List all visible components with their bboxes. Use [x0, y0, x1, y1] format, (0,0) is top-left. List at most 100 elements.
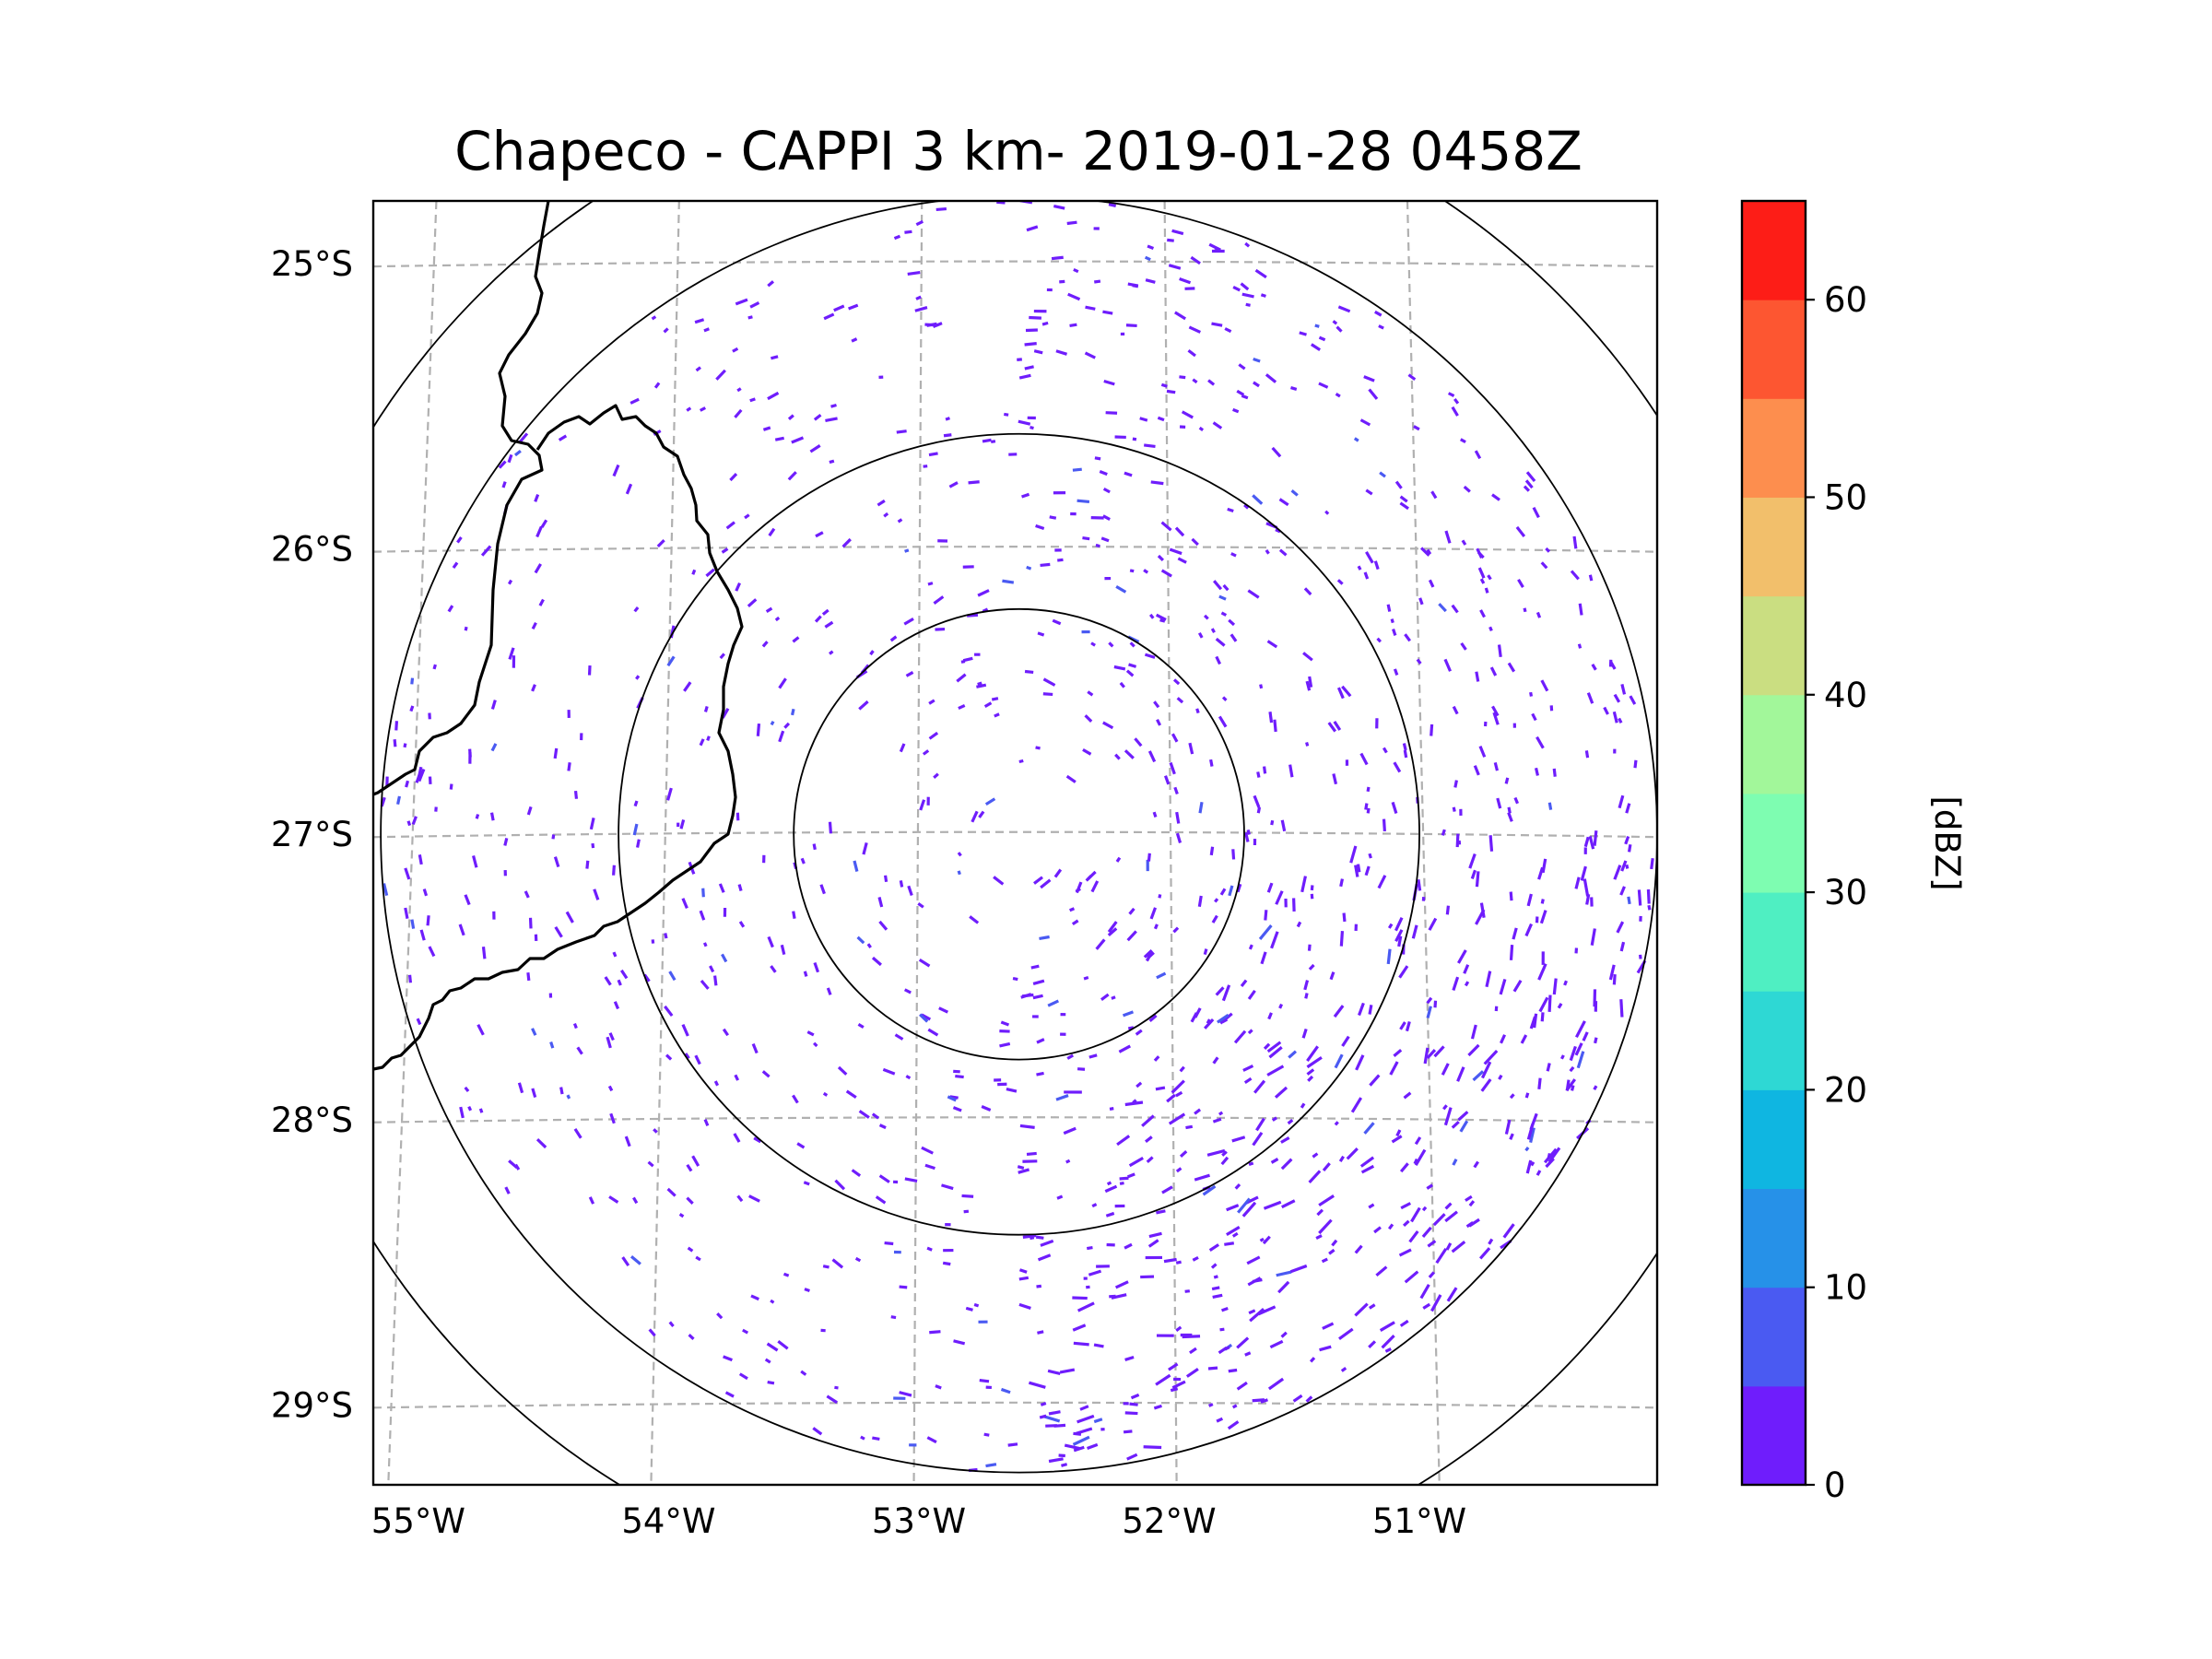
echo-cell: [1500, 1034, 1507, 1044]
echo-cell: [1428, 1271, 1436, 1279]
echo-cell: [385, 776, 389, 787]
echo-cell: [1102, 514, 1111, 521]
echo-cell: [1069, 907, 1076, 912]
echo-cell: [729, 473, 738, 482]
echo-cell: [694, 318, 705, 324]
echo-cell: [1535, 1170, 1542, 1176]
echo-cell: [1018, 1276, 1030, 1281]
echo-cell: [1421, 896, 1426, 901]
echo-cell: [812, 1041, 818, 1048]
echo-cell: [737, 884, 743, 892]
echo-cell: [633, 800, 639, 807]
echo-cell: [1507, 662, 1516, 673]
echo-cell: [1150, 480, 1164, 486]
echo-cell: [919, 799, 926, 811]
echo-cell: [686, 406, 692, 412]
echo-cell: [1493, 761, 1500, 771]
echo-cell: [787, 471, 797, 481]
echo-cell: [1066, 220, 1077, 226]
echo-cell: [724, 1391, 735, 1398]
echo-cell: [1147, 1239, 1159, 1248]
echo-cell: [540, 519, 548, 528]
echo-cell: [1218, 594, 1227, 601]
echo-cell: [1058, 1453, 1065, 1458]
echo-cell: [701, 888, 705, 898]
echo-cell: [1497, 644, 1502, 657]
echo-cell: [821, 608, 830, 616]
echo-cell: [1280, 1331, 1288, 1338]
echo-cell: [531, 1088, 537, 1099]
echo-cell: [447, 605, 454, 613]
echo-cell: [1088, 1269, 1102, 1277]
echo-cell: [1210, 1263, 1218, 1269]
echo-cell: [1088, 1053, 1098, 1059]
echo-cell: [1266, 882, 1274, 893]
echo-cell: [1524, 923, 1533, 937]
echo-cell: [1175, 1090, 1183, 1098]
echo-cell: [783, 722, 791, 729]
echo-cell: [1148, 613, 1155, 619]
echo-cell: [1040, 1239, 1054, 1247]
echo-cell: [1569, 1045, 1577, 1062]
echo-cell: [713, 1080, 720, 1087]
echo-cell: [982, 438, 992, 443]
echo-cell: [915, 295, 922, 300]
lat-tick-label: 25°S: [271, 244, 353, 284]
echo-cell: [1252, 494, 1264, 505]
echo-cell: [1306, 1045, 1319, 1062]
echo-cell: [1444, 1202, 1453, 1210]
echo-cell: [1094, 279, 1101, 284]
echo-cell: [778, 677, 787, 689]
echo-cell: [396, 795, 401, 805]
echo-cell: [1077, 1414, 1095, 1424]
echo-cell: [1160, 382, 1168, 388]
echo-cell: [1153, 1055, 1160, 1062]
echo-cell: [738, 1372, 748, 1381]
echo-cell: [1365, 551, 1374, 564]
echo-cell: [1244, 1351, 1252, 1357]
echo-cell: [1169, 761, 1176, 775]
echo-cell: [813, 413, 822, 421]
echo-cell: [464, 626, 468, 631]
echo-cell: [748, 1194, 760, 1203]
echo-cell: [1167, 238, 1174, 242]
echo-cell: [1342, 912, 1347, 923]
echo-cell: [1374, 310, 1382, 317]
echo-cell: [612, 464, 620, 477]
echo-cell: [1000, 1020, 1010, 1027]
echo-cell: [403, 743, 407, 748]
echo-cell: [1176, 697, 1184, 704]
echo-cell: [1244, 1195, 1259, 1205]
echo-cell: [1368, 388, 1379, 400]
range-ring-2: [618, 432, 1420, 1236]
echo-cell: [735, 812, 740, 821]
echo-cell: [1399, 1021, 1406, 1030]
echo-cell: [1208, 242, 1221, 252]
echo-cell: [723, 1355, 733, 1362]
echo-cell: [993, 876, 1005, 886]
echo-cell: [1175, 811, 1181, 824]
echo-cell: [782, 1272, 790, 1277]
echo-cell: [1157, 416, 1165, 422]
echo-cell: [1341, 1035, 1350, 1047]
echo-cell: [1312, 1152, 1319, 1159]
echo-cell: [941, 1183, 954, 1191]
echo-cell: [747, 315, 753, 320]
echo-cell: [1055, 349, 1068, 356]
echo-cell: [1228, 885, 1234, 897]
echo-cell: [927, 1028, 939, 1037]
echo-cell: [1111, 995, 1116, 1000]
echo-cell: [632, 823, 639, 836]
echo-cell: [706, 735, 711, 741]
echo-cell: [1400, 1202, 1412, 1210]
echo-cell: [504, 1186, 511, 1194]
echo-cell: [1435, 1248, 1448, 1265]
echo-cell: [1179, 425, 1186, 429]
echo-cell: [872, 1436, 880, 1441]
echo-cell: [507, 579, 513, 585]
echo-cell: [955, 1074, 964, 1079]
echo-cell: [1043, 1415, 1061, 1423]
border-line-province: [373, 404, 744, 1071]
echo-cell: [1156, 1334, 1174, 1337]
echo-cell: [1382, 818, 1386, 832]
